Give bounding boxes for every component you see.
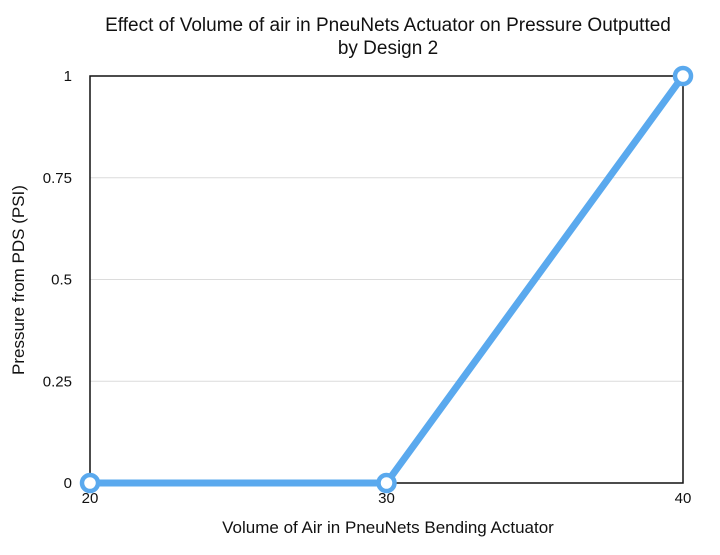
x-axis-label: Volume of Air in PneuNets Bending Actuat… (222, 518, 554, 537)
data-point-0-1 (376, 472, 397, 494)
x-axis-ticks: 20 30 40 (82, 490, 692, 507)
data-point-0-0 (79, 472, 101, 494)
x-tick-label-2: 40 (675, 490, 692, 507)
series-layer (79, 65, 694, 494)
data-point-0-2 (672, 65, 694, 87)
y-tick-label-0: 0 (64, 475, 72, 492)
y-tick-label-3: 0.75 (43, 170, 72, 187)
y-axis-ticks: 0 0.25 0.5 0.75 1 (43, 68, 72, 492)
chart-title-line-2: by Design 2 (338, 38, 438, 59)
y-tick-label-4: 1 (64, 68, 72, 85)
y-tick-label-2: 0.5 (51, 272, 72, 289)
y-axis-label: Pressure from PDS (PSI) (9, 185, 28, 375)
y-tick-label-1: 0.25 (43, 373, 72, 390)
chart-title-line-1: Effect of Volume of air in PneuNets Actu… (105, 15, 671, 36)
x-tick-label-0: 20 (82, 490, 99, 507)
x-tick-label-1: 30 (378, 490, 395, 507)
grid-lines (90, 177, 683, 382)
